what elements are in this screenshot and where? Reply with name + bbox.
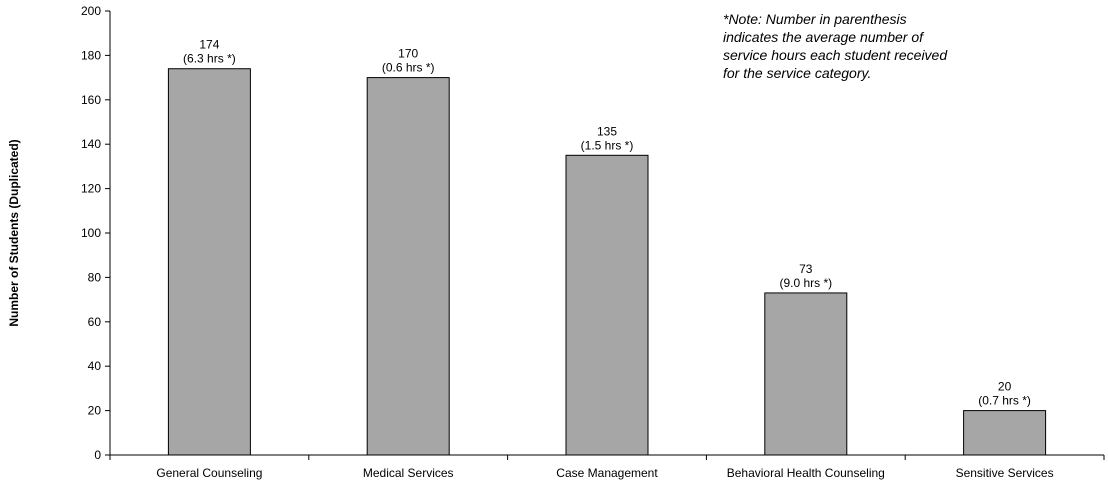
- y-tick-label: 80: [88, 270, 102, 284]
- y-tick-label: 100: [81, 226, 101, 240]
- bar-value-label: 20: [998, 380, 1012, 394]
- y-tick-label: 180: [81, 48, 101, 62]
- bars: 174(6.3 hrs *) 170(0.6 hrs *) 135(1.5 hrs …: [167, 38, 1047, 456]
- x-category-label: Case Management: [556, 466, 658, 480]
- x-category-label: General Counseling: [156, 466, 262, 480]
- bar-value-label: 174: [199, 38, 219, 52]
- bar-hours-label: (1.5 hrs *): [581, 138, 634, 152]
- note-line: service hours each student received: [723, 47, 948, 63]
- y-tick-label: 160: [81, 93, 101, 107]
- bar: [565, 154, 649, 456]
- x-category-label: Medical Services: [363, 466, 454, 480]
- y-axis-title: Number of Students (Duplicated): [7, 139, 21, 326]
- bar-hours-label: (9.0 hrs *): [779, 276, 832, 290]
- note-line: indicates the average number of: [723, 29, 925, 45]
- bar: [366, 77, 450, 456]
- x-axis-ticks: General Counseling Medical Services Case M…: [109, 455, 1105, 480]
- x-category-label: Sensitive Services: [956, 466, 1054, 480]
- y-tick-label: 140: [81, 137, 101, 151]
- y-tick-label: 20: [88, 404, 102, 418]
- bar: [764, 292, 848, 456]
- bar-value-label: 73: [799, 262, 813, 276]
- y-tick-label: 0: [94, 448, 101, 462]
- y-axis-ticks: 0 20 40 60 80 100 120 140 160 180 200: [81, 4, 110, 462]
- bar-hours-label: (0.7 hrs *): [978, 394, 1031, 408]
- bar-hours-label: (6.3 hrs *): [183, 52, 236, 66]
- bar-hours-label: (0.6 hrs *): [382, 61, 435, 75]
- x-category-label: Behavioral Health Counseling: [727, 466, 885, 480]
- y-axis-title-group: Number of Students (Duplicated): [7, 139, 21, 326]
- bar: [963, 410, 1047, 456]
- y-tick-label: 40: [88, 359, 102, 373]
- y-tick-label: 200: [81, 4, 101, 18]
- note-line: *Note: Number in parenthesis: [723, 11, 907, 27]
- bar-value-label: 135: [597, 124, 617, 138]
- note-line: for the service category.: [723, 65, 871, 81]
- bar-value-label: 170: [398, 47, 418, 61]
- y-tick-label: 120: [81, 182, 101, 196]
- bar: [167, 68, 251, 456]
- y-tick-label: 60: [88, 315, 102, 329]
- note-annotation: *Note: Number in parenthesis indicates th…: [723, 11, 948, 81]
